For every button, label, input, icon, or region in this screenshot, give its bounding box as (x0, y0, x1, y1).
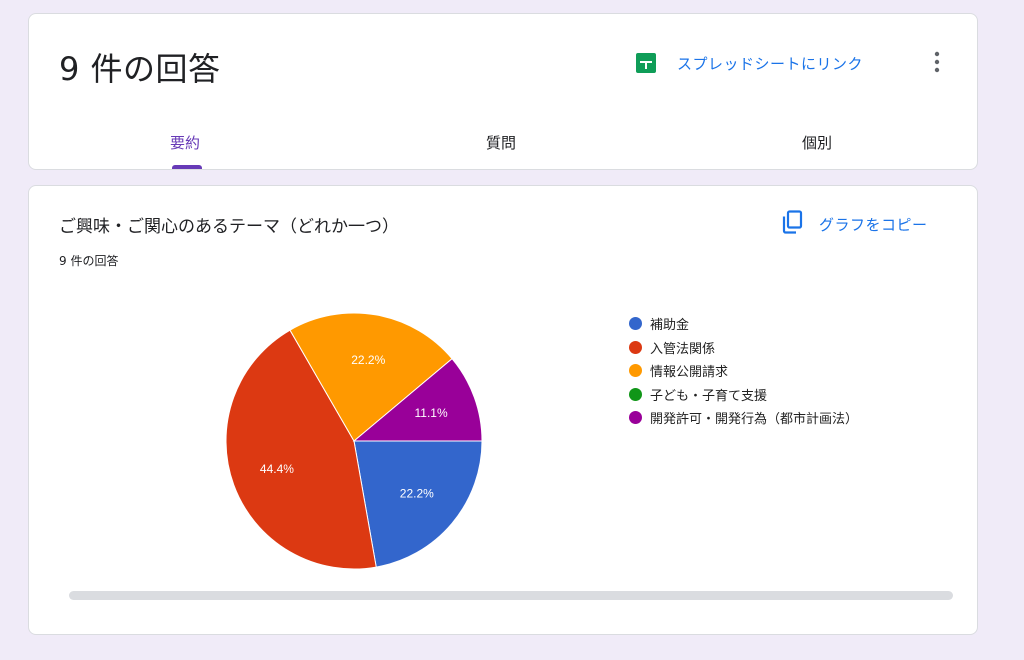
legend-label: 開発許可・開発行為（都市計画法） (650, 412, 859, 428)
page-title: 9 件の回答 (59, 50, 221, 88)
response-count: 9 件の回答 (59, 254, 119, 268)
tab-individual[interactable]: 個別 (802, 134, 833, 152)
tab-summary[interactable]: 要約 (170, 134, 201, 152)
copy-chart-label: グラフをコピー (819, 215, 928, 234)
more-vert-icon (934, 51, 940, 77)
legend-item-child-support[interactable]: 子ども・子育て支援 (629, 383, 858, 407)
pie-label-subsidy: 22.2% (400, 487, 434, 501)
link-to-sheets-label: スプレッドシートにリンク (677, 54, 864, 73)
legend-item-info-disclosure[interactable]: 情報公開請求 (629, 359, 858, 383)
pie-label-info-disclosure: 22.2% (351, 353, 385, 367)
copy-icon (781, 210, 803, 238)
copy-chart-button[interactable]: グラフをコピー (781, 210, 928, 238)
question-title: ご興味・ご関心のあるテーマ（どれか一つ） (59, 217, 399, 237)
question-summary-card: ご興味・ご関心のあるテーマ（どれか一つ） 9 件の回答 グラフをコピー 22.2… (28, 185, 978, 635)
tab-bar: 要約 質問 個別 (29, 124, 977, 169)
legend-label: 情報公開請求 (650, 365, 729, 381)
chart-legend: 補助金入管法関係情報公開請求子ども・子育て支援開発許可・開発行為（都市計画法） (629, 312, 858, 430)
tab-questions[interactable]: 質問 (486, 134, 517, 152)
legend-swatch (629, 340, 642, 354)
legend-label: 補助金 (650, 318, 690, 334)
pie-chart: 22.2% 44.4% 22.2% 11.1% (225, 312, 483, 570)
pie-slice-immigration[interactable] (225, 329, 377, 570)
horizontal-scrollbar[interactable] (69, 591, 953, 600)
active-tab-indicator (172, 165, 202, 169)
link-to-sheets-button[interactable]: スプレッドシートにリンク (635, 52, 863, 74)
pie-slice-info-disclosure[interactable] (289, 312, 453, 442)
legend-item-immigration[interactable]: 入管法関係 (629, 336, 858, 360)
pie-label-development-permit: 11.1% (414, 406, 447, 420)
legend-item-development-permit[interactable]: 開発許可・開発行為（都市計画法） (629, 406, 858, 430)
legend-swatch (629, 364, 642, 378)
legend-item-subsidy[interactable]: 補助金 (629, 312, 858, 336)
pie-slice-subsidy[interactable] (353, 440, 483, 568)
header-card: 9 件の回答 スプレッドシートにリンク 要約 質問 個別 (28, 13, 978, 170)
legend-swatch (629, 411, 642, 425)
more-options-button[interactable] (925, 48, 949, 80)
pie-label-immigration: 44.4% (260, 462, 294, 476)
legend-label: 子ども・子育て支援 (650, 388, 768, 404)
sheets-icon (635, 52, 657, 74)
legend-swatch (629, 387, 642, 401)
legend-label: 入管法関係 (650, 341, 716, 357)
pie-slice-development-permit[interactable] (352, 358, 483, 442)
legend-swatch (629, 317, 642, 331)
